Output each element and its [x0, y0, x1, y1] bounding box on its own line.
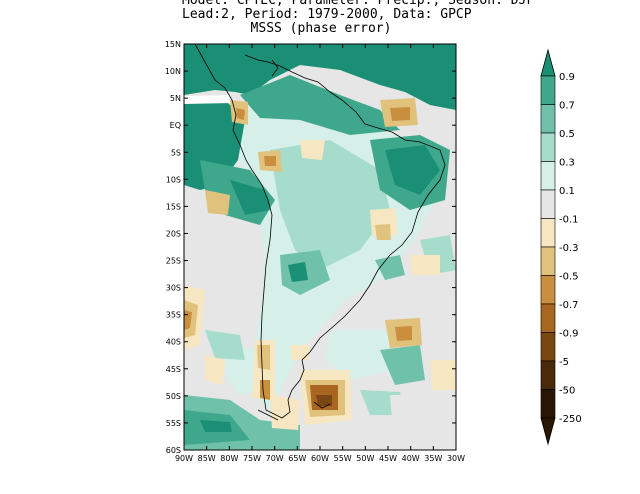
colorbar-segment	[540, 104, 556, 134]
colorbar-label: -250	[559, 414, 582, 425]
map-title-line2: Lead:2, Period: 1979-2000, Data: GPCP	[182, 7, 472, 22]
colorbar-label: -0.3	[559, 243, 579, 254]
colorbar-label: -0.5	[559, 272, 579, 283]
lat-label: 60S	[166, 446, 181, 455]
lat-label: 10N	[165, 67, 181, 76]
lon-label: 85W	[198, 454, 216, 463]
lon-label: 60W	[311, 454, 329, 463]
lat-label: 55S	[166, 419, 181, 428]
colorbar-segment	[540, 161, 556, 191]
colorbar-segment	[540, 189, 556, 219]
colorbar-label: -0.7	[559, 300, 579, 311]
lon-label: 50W	[356, 454, 374, 463]
lon-label: 35W	[424, 454, 442, 463]
map-title-line3: MSSS (phase error)	[250, 21, 392, 36]
lon-label: 75W	[243, 454, 261, 463]
longitude-axis: 90W 85W 80W 75W 70W 65W 60W 55W 50W 45W 40W 35W 30W	[175, 44, 465, 463]
coastline	[194, 43, 446, 419]
colorbar-label: 0.5	[559, 129, 575, 140]
lon-label: 70W	[266, 454, 284, 463]
colorbar-bottom-arrow	[540, 417, 556, 446]
lat-label: 15N	[165, 40, 181, 49]
map-title-line1: Model: CPTEC, Parameter: Precip., Season…	[182, 0, 535, 8]
colorbar-label: -0.1	[559, 215, 579, 226]
colorbar-label: 0.7	[559, 101, 575, 112]
lat-label: 10S	[166, 175, 181, 184]
colorbar-top-arrow	[540, 48, 556, 77]
lat-label: 50S	[166, 392, 181, 401]
colorbar-segment	[540, 75, 556, 105]
contour-field	[184, 44, 456, 450]
lat-label: 25S	[166, 257, 181, 266]
lat-label: 40S	[166, 338, 181, 347]
colorbar-label: 0.1	[559, 186, 575, 197]
lat-label: 35S	[166, 311, 181, 320]
lon-label: 90W	[175, 454, 193, 463]
lat-label: 45S	[166, 365, 181, 374]
lat-label: EQ	[170, 121, 181, 130]
lon-label: 45W	[379, 454, 397, 463]
colorbar: 0.9 0.7 0.5 0.3 0.1 -0.1 -0.3 -0.5 -0.7 -0.9 -5 -50…	[540, 48, 582, 446]
colorbar-segment	[540, 332, 556, 362]
lon-label: 40W	[402, 454, 420, 463]
colorbar-segment	[540, 303, 556, 333]
colorbar-label: -50	[559, 386, 575, 397]
lat-label: 30S	[166, 284, 181, 293]
lon-label: 30W	[447, 454, 465, 463]
lat-label: 20S	[166, 229, 181, 238]
colorbar-segment	[540, 132, 556, 162]
colorbar-segment	[540, 218, 556, 248]
lat-label: 15S	[166, 202, 181, 211]
colorbar-segment	[540, 389, 556, 419]
colorbar-label: 0.9	[559, 72, 575, 83]
colorbar-label: -0.9	[559, 329, 579, 340]
colorbar-segment	[540, 360, 556, 390]
colorbar-label: -5	[559, 357, 569, 368]
lon-label: 80W	[220, 454, 238, 463]
lat-label: 5N	[170, 94, 181, 103]
colorbar-segment	[540, 246, 556, 276]
lon-label: 55W	[334, 454, 352, 463]
lat-label: 5S	[171, 148, 181, 157]
colorbar-segment	[540, 275, 556, 305]
lon-label: 65W	[288, 454, 306, 463]
colorbar-label: 0.3	[559, 158, 575, 169]
latitude-axis: 15N 10N 5N EQ 5S 10S 15S 20S 25S 30S 35S 40S 45S 50S 5…	[165, 40, 456, 455]
